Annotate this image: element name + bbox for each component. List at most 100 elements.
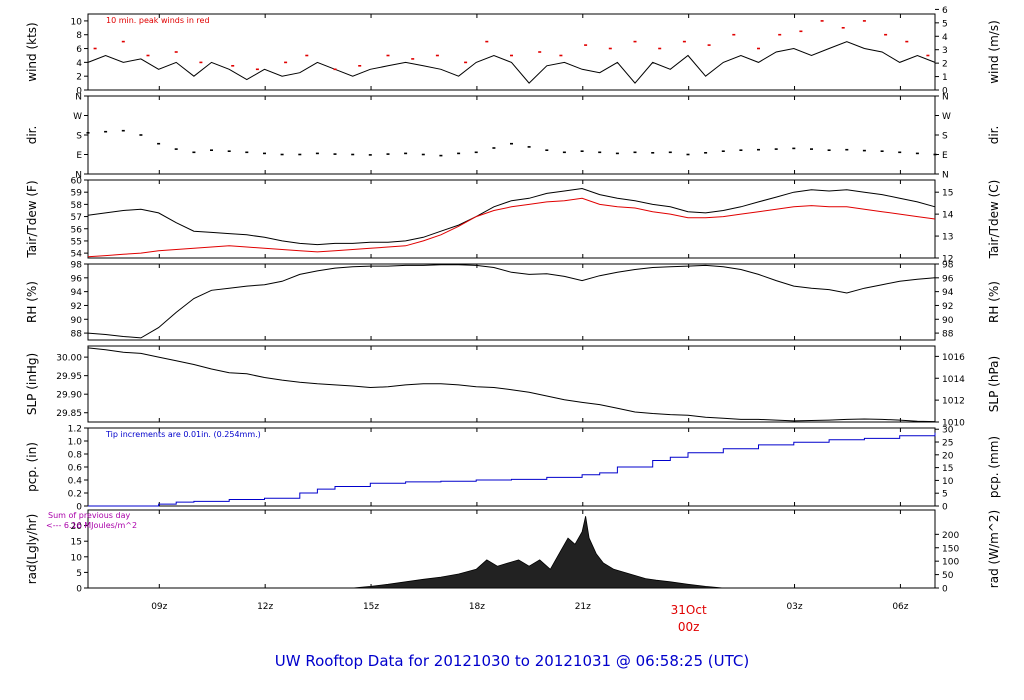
series-point-wind [485, 40, 489, 43]
left-tick-label: 55 [71, 237, 82, 247]
right-tick-label: 20 [942, 451, 954, 461]
right-tick-label: N [942, 93, 949, 103]
panel-temp: 54 55 56 57 58 59 60 12 13 14 15 Tair/Tdew (F) Tair/… [25, 177, 1001, 265]
series-point-dir [862, 149, 866, 152]
series-point-dir [492, 147, 496, 149]
series-point-wind [305, 54, 309, 57]
series-point-wind [358, 65, 362, 67]
left-tick-label: 0.2 [68, 490, 82, 500]
left-tick-label: E [76, 151, 82, 161]
right-tick-label: 4 [942, 33, 948, 43]
series-point-dir [704, 152, 708, 154]
footer-title-prefix: UW Rooftop Data for [275, 652, 430, 670]
series-line-rh-0 [87, 264, 936, 339]
series-point-wind [658, 47, 662, 50]
left-tick-label: N [75, 171, 82, 181]
right-tick-label: 88 [942, 330, 954, 340]
right-axis-title: Tair/Tdew (C) [987, 180, 1001, 260]
series-point-dir [510, 142, 513, 145]
series-point-wind [707, 44, 711, 46]
series-point-dir [757, 148, 760, 151]
left-tick-label: 8 [76, 31, 82, 41]
series-point-wind [411, 58, 415, 60]
series-point-wind [435, 54, 439, 57]
right-tick-label: 94 [942, 288, 954, 298]
series-point-dir [245, 151, 249, 154]
series-point-dir [86, 132, 90, 134]
left-tick-label: 88 [71, 330, 83, 340]
right-axis-title: wind (m/s) [987, 20, 1001, 84]
series-point-wind [926, 54, 930, 57]
right-tick-label: 13 [942, 233, 953, 243]
panel-annotation: <--- 6.16 MJoules/m^2 [46, 521, 137, 530]
right-axis-title: pcp. (mm) [987, 436, 1001, 498]
series-point-dir [633, 151, 637, 154]
left-tick-label: 30.00 [56, 354, 82, 364]
left-axis-title: dir. [25, 126, 39, 145]
footer-end: 20121031 [530, 652, 611, 670]
left-tick-label: 1.0 [68, 438, 83, 448]
x-tick-label: 15z [363, 602, 379, 612]
panel-annotation: Sum of previous day [48, 511, 130, 520]
series-point-wind [231, 65, 235, 67]
right-tick-label: 200 [942, 531, 959, 541]
series-point-wind [608, 47, 612, 50]
left-tick-label: 29.90 [56, 391, 82, 401]
x-tick-label: 06z [892, 602, 908, 612]
series-point-wind [905, 40, 909, 43]
series-point-dir [315, 152, 319, 155]
right-tick-label: 15 [942, 464, 953, 474]
right-axis-title: RH (%) [987, 281, 1001, 323]
right-tick-label: 96 [942, 274, 954, 284]
x-axis: 09z 12z 15z 18z 21z 31Oct 00z 03z 06z [151, 602, 909, 634]
left-tick-label: W [73, 112, 82, 122]
footer-to: to [510, 652, 530, 670]
left-tick-label: 0.6 [68, 464, 83, 474]
series-point-wind [93, 47, 97, 50]
series-point-dir [351, 153, 355, 156]
series-point-dir [827, 149, 831, 151]
right-tick-label: 50 [942, 571, 954, 581]
left-axis-title: rad(Lgly/hr) [25, 514, 39, 585]
x-tick-label: 00z [678, 620, 700, 634]
panel-rh: 88 90 92 94 96 98 88 90 92 94 96 98 RH (%) RH (%) [25, 261, 1001, 341]
right-tick-label: 1014 [942, 375, 965, 385]
right-tick-label: 0 [942, 585, 948, 595]
series-point-dir [810, 148, 813, 150]
right-tick-label: 5 [942, 19, 948, 29]
right-tick-label: 150 [942, 544, 959, 554]
right-tick-label: W [942, 112, 951, 122]
panel-frame [87, 345, 936, 423]
right-tick-label: 98 [942, 261, 954, 271]
right-tick-label: E [942, 151, 948, 161]
series-point-wind [333, 68, 337, 71]
series-point-dir [898, 151, 902, 154]
series-point-wind [682, 40, 686, 43]
series-point-dir [792, 147, 796, 150]
series-point-wind [199, 61, 203, 64]
footer-start: 20121030 [429, 652, 510, 670]
right-tick-label: 90 [942, 316, 954, 326]
series-point-dir [545, 149, 549, 151]
left-tick-label: N [75, 93, 82, 103]
x-tick-label: 21z [575, 602, 591, 612]
right-tick-label: 100 [942, 558, 959, 568]
left-tick-label: 56 [71, 225, 83, 235]
panel-annotation: 10 min. peak winds in red [106, 16, 210, 25]
series-point-dir [668, 151, 672, 154]
left-axis-title: pcp. (in) [25, 442, 39, 492]
series-point-dir [721, 150, 725, 152]
left-tick-label: 20 [71, 522, 83, 532]
panel-slp: 29.85 29.90 29.95 30.00 1010 1012 1014 1016 SLP … [25, 345, 1001, 429]
x-tick-label: 18z [469, 602, 485, 612]
series-point-dir [457, 152, 461, 155]
left-tick-label: 0 [76, 503, 82, 513]
series-point-dir [686, 153, 690, 156]
series-point-dir [174, 148, 178, 150]
left-tick-label: 2 [76, 73, 82, 83]
series-point-wind [732, 33, 736, 36]
left-tick-label: 4 [76, 59, 82, 69]
series-point-dir [580, 150, 584, 152]
left-tick-label: 0.4 [68, 477, 83, 487]
